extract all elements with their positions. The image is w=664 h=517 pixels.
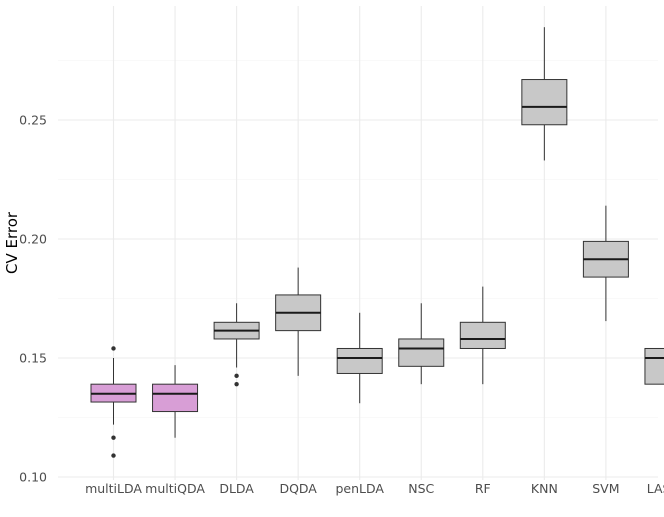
x-tick-label: DQDA	[279, 481, 317, 496]
box-iqr	[336, 347, 383, 374]
outlier-point	[111, 435, 116, 440]
box-nsc	[398, 303, 445, 385]
box-dlda	[213, 303, 260, 387]
box-knn	[521, 27, 568, 161]
box-iqr	[459, 321, 506, 349]
x-tick-label: RF	[475, 481, 491, 496]
x-tick-label: DLDA	[219, 481, 254, 496]
x-tick-label: LASSO	[647, 481, 664, 496]
box-lasso	[644, 347, 664, 385]
box-multilda	[90, 346, 137, 458]
box-svm	[582, 205, 629, 322]
plot-panel	[58, 6, 658, 480]
x-tick-label: KNN	[531, 481, 558, 496]
outlier-point	[111, 453, 116, 458]
x-tick-label: multiLDA	[85, 481, 142, 496]
x-tick-label: penLDA	[335, 481, 384, 496]
outlier-point	[234, 373, 239, 379]
y-tick-label: 0.20	[19, 232, 47, 247]
box-iqr	[644, 347, 664, 385]
box-iqr	[152, 383, 199, 413]
outlier-point	[111, 346, 116, 351]
box-multiqda	[152, 365, 199, 438]
x-tick-label: SVM	[592, 481, 619, 496]
x-tick-label: NSC	[408, 481, 434, 496]
x-tick-label: multiQDA	[145, 481, 205, 496]
y-axis-title: CV Error	[3, 211, 21, 274]
box-penlda	[336, 312, 383, 404]
box-dqda	[275, 267, 322, 376]
data-layer	[90, 27, 664, 458]
box-rf	[459, 286, 506, 385]
outlier-point	[234, 381, 239, 387]
y-tick-label: 0.15	[19, 351, 47, 366]
y-tick-label: 0.10	[19, 470, 47, 485]
box-iqr	[521, 79, 568, 126]
axis-layer: 0.10 0.15 0.20 0.25 multiLDA multiQDA DLDA DQDA…	[19, 113, 664, 497]
box-iqr	[398, 338, 445, 367]
y-tick-label: 0.25	[19, 113, 47, 128]
